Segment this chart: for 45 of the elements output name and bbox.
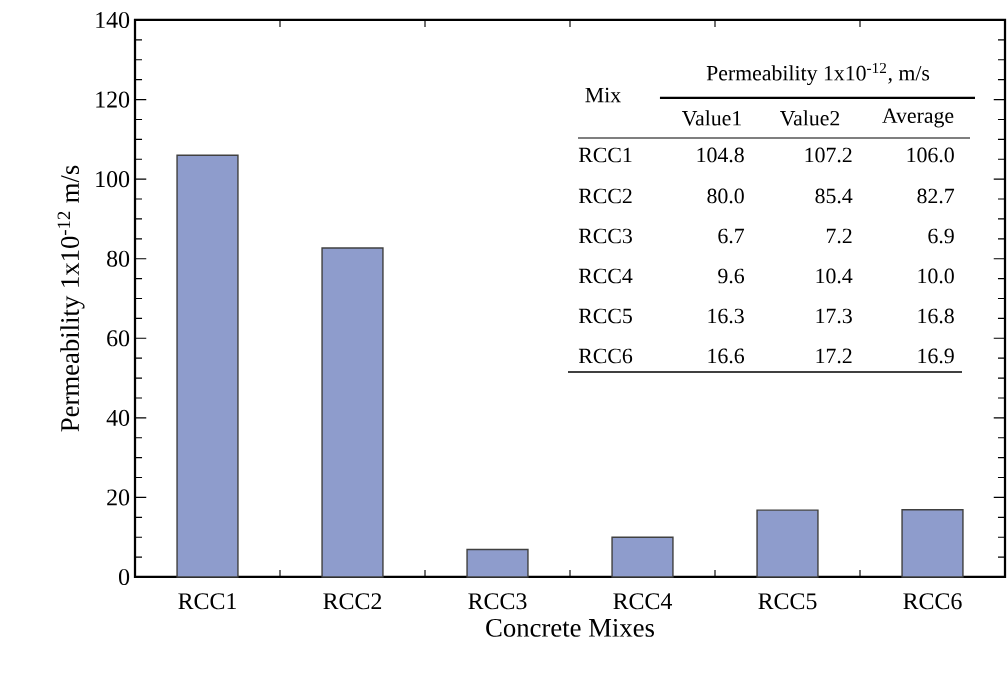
annotation: 10.0 [918, 268, 954, 284]
y-tick-label: 100 [96, 171, 130, 188]
annotation: 16.8 [918, 308, 954, 324]
category-label: RCC1 [578, 147, 632, 163]
y-tick-label: 80 [107, 250, 130, 267]
annotation: 80.0 [707, 188, 744, 204]
y-tick-label: 0 [118, 568, 130, 586]
x-tick-label: RCC6 [903, 593, 962, 610]
x-tick-label: RCC2 [323, 593, 382, 610]
annotation: Permeability 1x10$^{-12}$, m/s [706, 62, 930, 86]
x-tick-label: RCC5 [758, 593, 817, 610]
x-axis-title: Concrete Mixes [486, 618, 654, 637]
annotation: 6.7 [718, 228, 745, 244]
category-label: RCC6 [578, 348, 633, 364]
annotation: 10.4 [816, 268, 853, 284]
x-tick-label: RCC3 [468, 593, 527, 610]
annotation: 16.6 [708, 348, 745, 364]
annotation: 17.3 [816, 308, 852, 324]
category-label: RCC4 [578, 268, 633, 284]
y-axis-title: Permeability 1x10$^{-12}$ m/s [57, 165, 85, 432]
y-tick-label: 20 [107, 489, 130, 506]
annotation: 16.9 [918, 348, 954, 364]
annotation: 7.2 [826, 228, 852, 244]
annotation: 85.4 [815, 188, 853, 204]
annotation: 107.2 [805, 147, 852, 163]
annotation: 16.3 [708, 308, 744, 324]
y-tick-label: 140 [96, 11, 130, 29]
y-tick-label: 120 [96, 91, 130, 108]
annotation: 9.6 [718, 268, 745, 284]
annotation: 17.2 [816, 348, 852, 364]
annotation: Mix [585, 87, 621, 103]
annotation: 82.7 [917, 188, 955, 204]
annotation: Value1 [681, 110, 741, 126]
category-label: RCC2 [578, 188, 632, 204]
annotation: 106.0 [907, 147, 954, 163]
annotation: 104.8 [697, 147, 744, 163]
annotation: Average [882, 108, 954, 128]
category-label: RCC5 [578, 308, 632, 324]
annotation: 6.9 [928, 228, 954, 244]
category-label: RCC3 [578, 228, 632, 244]
annotation: Value2 [780, 110, 840, 126]
x-tick-label: RCC1 [178, 593, 236, 610]
x-tick-label: RCC4 [613, 593, 673, 610]
y-tick-label: 60 [107, 330, 130, 347]
y-tick-label: 40 [106, 409, 130, 426]
